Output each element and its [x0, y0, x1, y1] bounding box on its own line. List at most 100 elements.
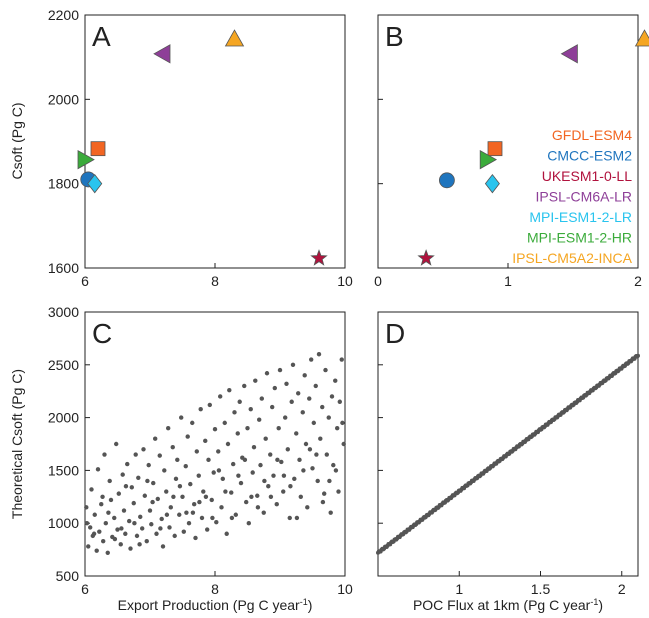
panel-c-point: [326, 415, 331, 420]
panel-letter-c: C: [92, 318, 112, 349]
panel-c-point: [97, 529, 102, 534]
panel-c-point: [266, 484, 271, 489]
panel-c-point: [194, 449, 199, 454]
panel-c-point: [121, 508, 127, 513]
panel-c-point: [136, 475, 141, 480]
panel-c-point: [303, 441, 309, 447]
panel-c-point: [89, 487, 94, 492]
panel-c-point: [274, 501, 279, 507]
panel-c-point: [271, 473, 276, 478]
panel-c-point: [219, 505, 224, 510]
panel-c-point: [118, 542, 123, 547]
panel-c-point: [320, 499, 326, 505]
panel-c-x-tick-label: 10: [337, 581, 353, 597]
panel-c-point: [223, 489, 228, 494]
panel-c-point: [153, 436, 158, 441]
legend-entry-cmcc-esm2: CMCC-ESM2: [547, 148, 632, 164]
panel-c-point: [205, 527, 210, 532]
panel-c-point: [171, 494, 176, 499]
panel-c-point: [272, 385, 277, 391]
panel-c-point: [138, 514, 143, 520]
panel-c-point: [188, 481, 193, 487]
panel-a-x-tick-label: 10: [337, 273, 353, 289]
panel-c-point: [339, 357, 344, 362]
panel-c-point: [102, 452, 107, 457]
panel-c-point: [264, 371, 270, 376]
panel-c-point: [322, 491, 327, 496]
panel-c-point: [99, 501, 104, 507]
panel-c-point: [242, 383, 247, 389]
panel-c-point: [305, 505, 310, 510]
panel-c-point: [294, 515, 300, 521]
panel-letter-b: B: [385, 21, 404, 52]
panel-c-point: [144, 538, 149, 544]
panel-c-point: [131, 500, 136, 506]
panel-b-point-gfdl-esm4: [487, 141, 503, 157]
panel-c-point: [91, 531, 97, 536]
panel-c-point: [220, 476, 225, 482]
panel-c-point: [177, 512, 182, 517]
panel-c-point: [251, 444, 257, 450]
panel-c-point: [229, 490, 234, 495]
panel-c-point: [277, 367, 283, 373]
panel-c-point: [185, 434, 190, 439]
panel-c-point: [199, 515, 205, 521]
panel-c-point: [190, 510, 196, 515]
panel-c-point: [120, 472, 125, 477]
panel-c-point: [123, 484, 129, 489]
panel-c-point: [172, 533, 177, 539]
panel-c-point: [167, 525, 172, 530]
panel-c-point: [283, 415, 288, 420]
panel-c-point: [207, 402, 212, 408]
panel-c-point: [160, 544, 166, 549]
panel-c-point: [112, 536, 118, 542]
panel-c-point: [335, 425, 340, 431]
panel-c-point: [255, 493, 260, 498]
panel-c-point: [214, 519, 219, 525]
panel-c-point: [301, 468, 306, 473]
panel-c-point: [262, 478, 267, 484]
panel-c-y-tick-label: 1000: [48, 515, 79, 531]
panel-c-point: [249, 494, 254, 499]
panel-c-point: [193, 535, 198, 541]
panel-c-point: [198, 406, 203, 412]
panel-c-point: [289, 399, 294, 404]
panel-c-point: [261, 510, 266, 515]
panel-letter-d: D: [385, 318, 405, 349]
legend-entry-ipsl-cm5a2-inca: IPSL-CM5A2-INCA: [512, 250, 632, 266]
legend-entry-mpi-esm1-2-hr: MPI-ESM1-2-HR: [527, 230, 632, 246]
panel-c-point: [331, 462, 336, 468]
panel-c-point: [298, 494, 303, 499]
panel-c-point: [210, 515, 215, 521]
panel-a-point-ipsl-cm6a-lr: [153, 44, 171, 64]
panel-c-point: [147, 508, 153, 513]
panel-c-point: [285, 447, 290, 452]
panel-c-point: [116, 491, 122, 496]
panel-c-point: [179, 415, 184, 420]
panel-c-point: [257, 417, 262, 422]
panel-c-point: [180, 494, 185, 499]
panel-c-point: [284, 381, 289, 387]
legend-entry-mpi-esm1-2-lr: MPI-ESM1-2-LR: [529, 209, 632, 225]
panel-c-point: [318, 436, 323, 441]
panel-c-point: [84, 505, 89, 510]
panel-c-point: [173, 476, 179, 482]
panel-c-point: [288, 484, 293, 489]
ticks-layer: 6 8 10 1600 1800 2000 2200 0 1 2 6 8 10 500 1000 1500 20…: [48, 7, 642, 597]
panel-b-point-ipsl-cm5a2-inca: [634, 29, 649, 47]
panel-c-point: [268, 494, 274, 499]
panel-c-point: [216, 468, 222, 473]
panel-c-point: [84, 521, 90, 526]
panel-c-point: [92, 512, 97, 517]
panel-c-point: [275, 457, 280, 463]
panel-c-point: [263, 436, 268, 441]
panel-c-point: [125, 461, 130, 467]
panel-c-point: [287, 515, 292, 521]
panel-a-point-mpi-esm1-2-hr: [77, 149, 95, 170]
panel-c-point: [123, 531, 128, 536]
panel-d-x-axis-title: POC Flux at 1km (Pg C year-1): [413, 597, 603, 613]
panel-a-point-gfdl-esm4: [90, 141, 106, 157]
panel-c-point: [114, 441, 119, 447]
legend-entry-ukesm1-0-ll: UKESM1-0-LL: [542, 168, 632, 184]
